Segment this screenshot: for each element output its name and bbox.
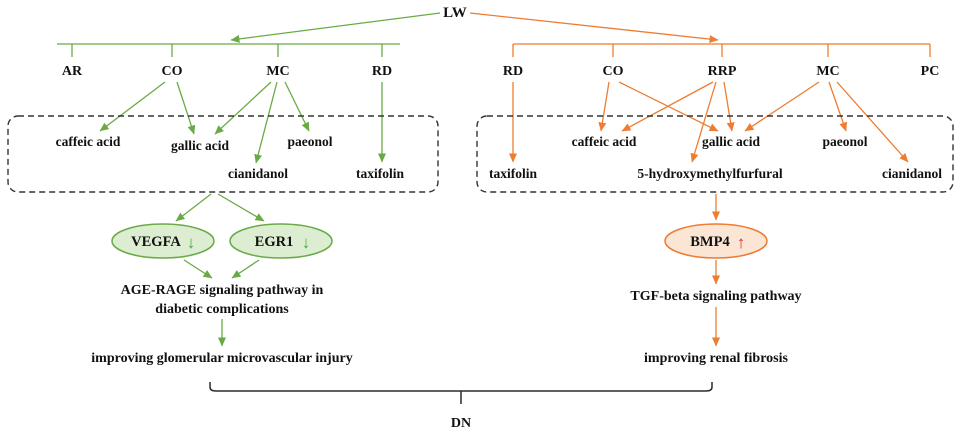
edge-vegfa-pathway (183, 259, 213, 279)
compound-hmf-right: 5-hydroxymethylfurfural (637, 166, 782, 181)
edge-box-egr1 (217, 193, 265, 222)
edge-mc-paeonol-left (284, 81, 310, 132)
edge-co-gallic-left (176, 81, 196, 135)
right-tree: RD CO RRP MC PC caffeic acid gallic acid… (469, 12, 954, 366)
edge-box-vegfa (175, 193, 212, 222)
compound-taxifolin-left: taxifolin (356, 166, 404, 181)
gene-ellipse-egr1 (229, 223, 333, 259)
left-tree: AR CO MC RD caffeic acid gallic acid pae… (7, 12, 441, 366)
compound-cianidanol-right: cianidanol (882, 166, 942, 181)
right-herb-co: CO (603, 64, 624, 79)
edge-rrp-hmf-right (690, 81, 717, 163)
left-herb-co: CO (162, 64, 183, 79)
edge-mc-gallic-left (214, 81, 272, 135)
edge-lw-right-branch (469, 12, 719, 44)
edge-mc-cianidanol-right (836, 81, 909, 163)
pathway-label-left-line2: diabetic complications (155, 302, 289, 317)
right-compound-box (476, 115, 954, 193)
edge-rrp-gallic-right (723, 81, 735, 132)
left-herb-mc: MC (266, 64, 289, 79)
compound-taxifolin-right: taxifolin (489, 166, 537, 181)
gene-label-bmp4: BMP4 (690, 234, 729, 250)
edge-mc-paeonol-right (828, 81, 847, 132)
down-arrow-icon: ↓ (187, 233, 196, 252)
dn-bracket-group: DN (209, 382, 713, 431)
edge-co-caffeic-right (598, 81, 610, 132)
dn-bracket (209, 382, 713, 392)
root-label-lw: LW (443, 5, 467, 21)
gene-label-egr1: EGR1 (255, 234, 294, 250)
edge-egr1-pathway (231, 259, 260, 279)
pathway-label-left-line1: AGE-RAGE signaling pathway in (121, 283, 324, 298)
up-arrow-icon: ↑ (737, 233, 746, 252)
edge-mc-cianidanol-left (254, 81, 278, 164)
right-herb-rd: RD (503, 64, 523, 79)
compound-gallic-acid-right: gallic acid (702, 134, 761, 149)
compound-caffeic-acid-left: caffeic acid (56, 134, 121, 149)
left-herb-rd: RD (372, 64, 392, 79)
down-arrow-icon: ↓ (302, 233, 311, 252)
compound-paeonol-right: paeonol (822, 134, 867, 149)
dn-label: DN (451, 416, 471, 431)
right-herb-pc: PC (921, 64, 940, 79)
compound-caffeic-acid-right: caffeic acid (572, 134, 637, 149)
left-herb-ar: AR (62, 64, 83, 79)
gene-ellipse-bmp4 (664, 223, 768, 259)
compound-paeonol-left: paeonol (287, 134, 332, 149)
edge-rrp-caffeic-right (621, 81, 714, 132)
edge-co-caffeic-left (99, 81, 166, 132)
gene-ellipse-vegfa (111, 223, 215, 259)
edge-lw-left-branch (230, 12, 441, 43)
outcome-label-right: improving renal fibrosis (644, 351, 788, 366)
compound-cianidanol-left: cianidanol (228, 166, 288, 181)
right-herb-mc: MC (816, 64, 839, 79)
edge-mc-gallic-right (744, 81, 820, 132)
pathway-label-right: TGF-beta signaling pathway (630, 289, 801, 304)
outcome-label-left: improving glomerular microvascular injur… (91, 351, 352, 366)
gene-label-vegfa: VEGFA (131, 234, 181, 250)
compound-gallic-acid-left: gallic acid (171, 138, 230, 153)
left-compound-box (7, 115, 439, 193)
right-herb-rrp: RRP (708, 64, 737, 79)
